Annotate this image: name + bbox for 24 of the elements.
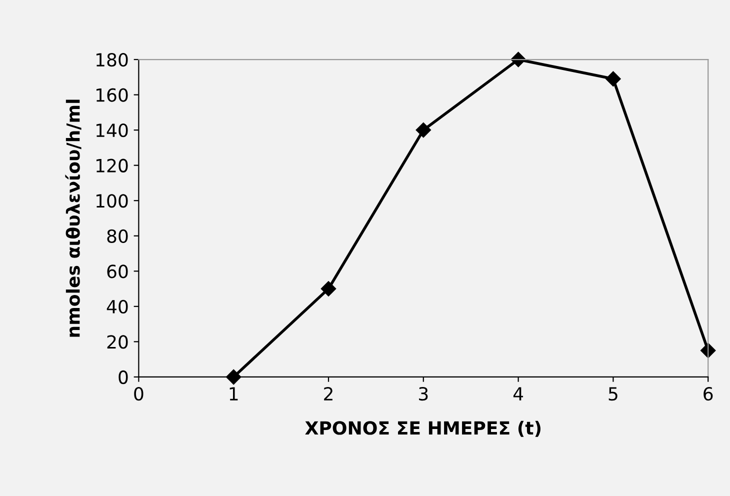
- point: [226, 369, 242, 385]
- y-tick-label: 40: [106, 300, 128, 314]
- y-tick-label: 20: [107, 335, 128, 349]
- x-tick-label: 3: [419, 387, 428, 401]
- x-axis-title: ΧΡΟΝΟΣ ΣΕ ΗΜΕΡΕΣ (t): [305, 420, 540, 437]
- point: [510, 52, 526, 68]
- x-tick-label: 5: [608, 387, 618, 401]
- point: [320, 281, 336, 296]
- x-tick-label: 0: [134, 387, 144, 401]
- y-tick-label: 180: [96, 52, 128, 67]
- y-tick-label: 120: [96, 158, 128, 172]
- x-tick-label: 4: [513, 387, 524, 400]
- y-tick-label: 80: [107, 229, 128, 243]
- y-tick-label: 140: [96, 124, 128, 138]
- y-tick-label: 60: [107, 264, 128, 278]
- y-tick-label: 0: [118, 370, 128, 384]
- y-tick-label: 100: [96, 194, 128, 208]
- point: [606, 71, 621, 86]
- x-tick-label: 6: [704, 387, 713, 401]
- x-tick-label: 2: [324, 387, 332, 400]
- y-axis-title: nmoles αιθυλενίου/h/ml: [65, 100, 82, 337]
- point: [416, 122, 431, 138]
- y-tick-label: 160: [96, 88, 128, 102]
- x-tick-label: 1: [230, 387, 238, 400]
